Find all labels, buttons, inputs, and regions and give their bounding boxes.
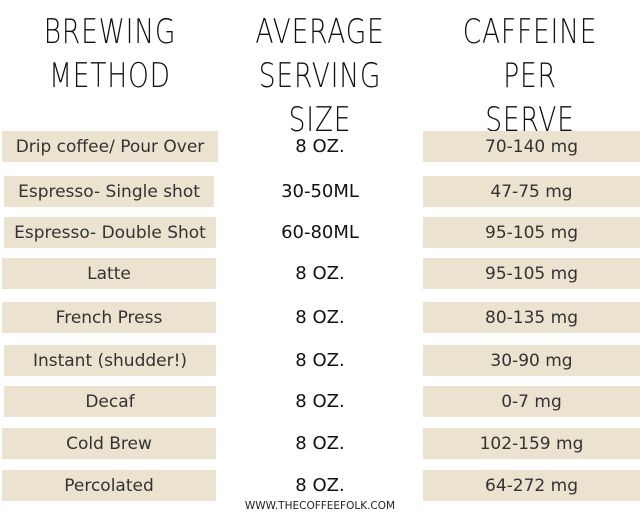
caffeine-cell: 64-272 mg <box>423 470 640 501</box>
footer-url: WWW.THECOFFEEFOLK.COM <box>244 500 396 512</box>
method-cell: Espresso- Single shot <box>4 176 214 207</box>
serving-cell: 8 OZ. <box>295 307 345 328</box>
column-header: BREWING METHOD <box>24 10 196 98</box>
method-cell: Instant (shudder!) <box>4 345 216 376</box>
caffeine-cell: 47-75 mg <box>423 176 640 207</box>
header-line: SERVING SIZE <box>258 56 382 140</box>
caffeine-cell: 0-7 mg <box>423 386 640 417</box>
header-line: CAFFEINE PER <box>462 12 598 96</box>
caffeine-cell: 80-135 mg <box>423 302 640 333</box>
method-cell: Espresso- Double Shot <box>4 217 216 248</box>
method-cell: Cold Brew <box>2 428 216 459</box>
caffeine-cell: 70-140 mg <box>423 131 640 162</box>
caffeine-cell: 30-90 mg <box>423 345 640 376</box>
header-line: METHOD <box>49 56 171 96</box>
serving-cell: 8 OZ. <box>295 433 345 454</box>
method-cell: Percolated <box>2 470 216 501</box>
serving-cell: 8 OZ. <box>295 475 345 496</box>
serving-cell: 30-50ML <box>281 181 359 202</box>
serving-cell: 60-80ML <box>281 222 359 243</box>
serving-cell: 8 OZ. <box>295 263 345 284</box>
method-cell: Decaf <box>4 386 216 417</box>
method-cell: Drip coffee/ Pour Over <box>2 131 218 162</box>
serving-cell: 8 OZ. <box>295 391 345 412</box>
method-cell: Latte <box>2 258 216 289</box>
method-cell: French Press <box>2 302 216 333</box>
column-header: AVERAGE SERVING SIZE <box>234 10 406 142</box>
caffeine-cell: 102-159 mg <box>423 428 640 459</box>
serving-cell: 8 OZ. <box>295 350 345 371</box>
caffeine-cell: 95-105 mg <box>423 217 640 248</box>
header-line: BREWING <box>43 12 177 52</box>
header-line: AVERAGE <box>255 12 385 52</box>
caffeine-cell: 95-105 mg <box>423 258 640 289</box>
column-header: CAFFEINE PER SERVE <box>444 10 616 142</box>
serving-cell: 8 OZ. <box>295 136 345 157</box>
